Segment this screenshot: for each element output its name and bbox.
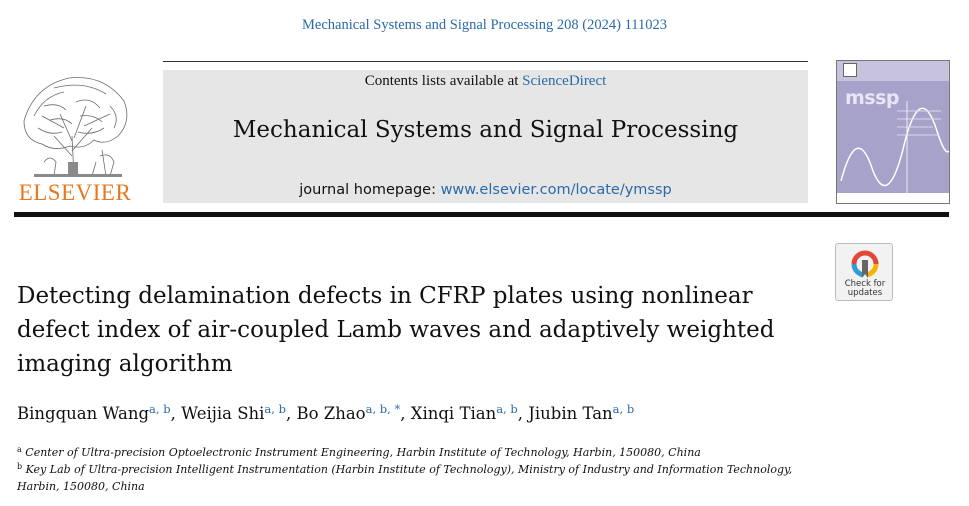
cover-footer-band [837,193,949,203]
cover-publisher-icon [843,63,857,77]
masthead-top-rule [163,61,808,62]
author-separator: , [285,404,297,423]
affiliation-mark: a [17,445,22,454]
sciencedirect-link[interactable]: ScienceDirect [522,73,607,89]
contents-line: Contents lists available at ScienceDirec… [163,73,808,90]
affiliation-text: Center of Ultra-precision Optoelectronic… [25,446,701,459]
article-title: Detecting delamination defects in CFRP p… [17,279,817,381]
check-for-updates-badge[interactable]: Check for updates [835,243,893,301]
check-for-updates-label: Check for updates [836,280,894,298]
title-line: Detecting delamination defects in CFRP p… [17,283,753,309]
journal-cover-thumbnail[interactable]: mssp [836,60,950,204]
affiliation-mark: b [17,462,23,471]
author-name[interactable]: Xinqi Tian [410,404,497,423]
cover-waveform-graphic [840,101,949,195]
journal-citation[interactable]: Mechanical Systems and Signal Processing… [302,17,667,33]
author-affiliation-marks[interactable]: a, b [496,402,518,416]
author-affiliation-marks[interactable]: a, b [612,402,635,416]
journal-title[interactable]: Mechanical Systems and Signal Processing [232,117,739,143]
author-separator: , [170,404,182,423]
author-name[interactable]: Weijia Shi [181,404,265,423]
cover-logo-text: mssp [845,87,900,109]
cover-header-band [837,61,949,81]
author-name[interactable]: Bo Zhao [296,404,366,423]
affiliation-b: b Key Lab of Ultra-precision Intelligent… [17,458,817,495]
author-separator: , [517,404,529,423]
title-line: defect index of air-coupled Lamb waves a… [17,317,775,343]
contents-prefix: Contents lists available at [364,73,523,89]
elsevier-tree-logo [23,77,128,177]
affiliation-text: Key Lab of Ultra-precision Intelligent I… [17,463,793,493]
publisher-name[interactable]: ELSEVIER [18,180,132,205]
author-name[interactable]: Bingquan Wang [17,404,150,423]
author-affiliation-marks[interactable]: a, b [149,402,171,416]
author-name[interactable]: Jiubin Tan [528,404,613,423]
author-separator: , [400,404,411,423]
homepage-prefix: journal homepage: [299,182,441,198]
title-line: imaging algorithm [17,351,233,377]
crossmark-icon [851,250,879,278]
masthead-bottom-rule [14,212,949,217]
journal-masthead: Contents lists available at ScienceDirec… [163,70,808,203]
check-line-2: updates [847,288,883,298]
author-affiliation-marks[interactable]: a, b, * [365,402,401,416]
check-line-1: Check for [844,279,886,289]
author-affiliation-marks[interactable]: a, b [264,402,286,416]
homepage-line: journal homepage: www.elsevier.com/locat… [163,182,808,198]
affiliation-a: a Center of Ultra-precision Optoelectron… [17,441,817,461]
author-list: Bingquan Wanga, b, Weijia Shia, b, Bo Zh… [17,402,817,423]
journal-homepage-link[interactable]: www.elsevier.com/locate/ymssp [440,182,672,198]
